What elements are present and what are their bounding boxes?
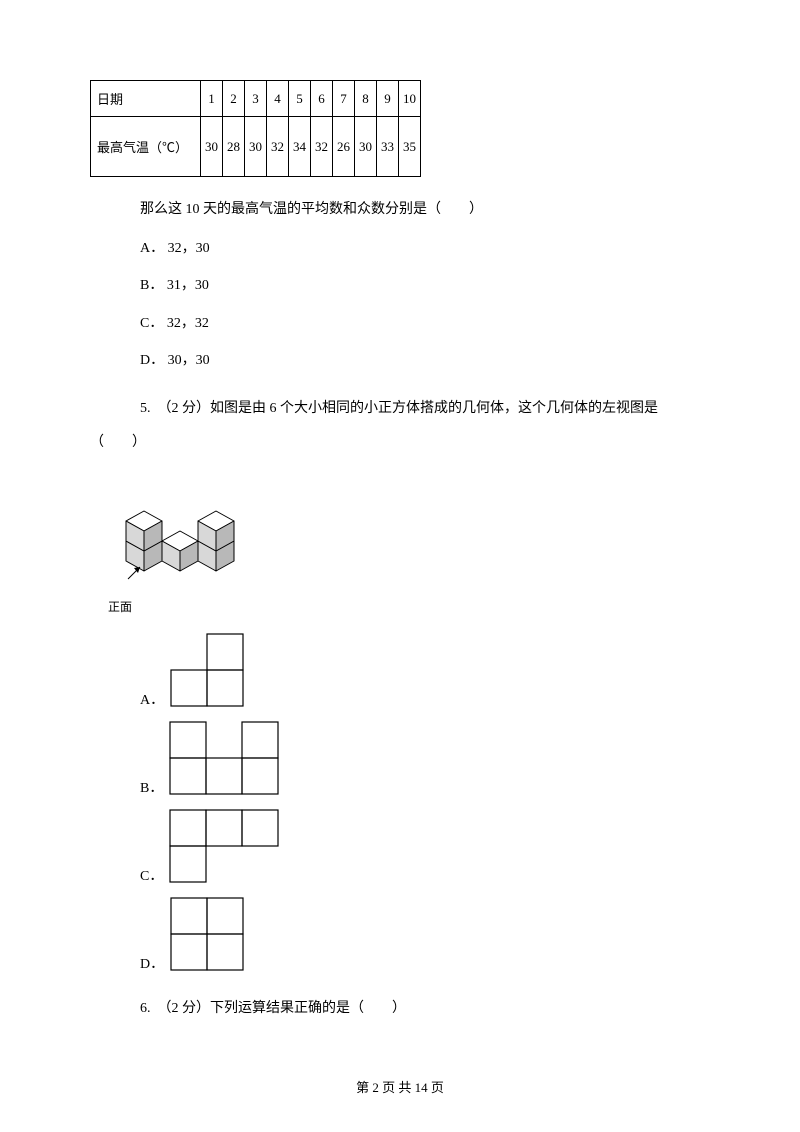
table-cell: 7 xyxy=(333,81,355,117)
front-label: 正面 xyxy=(108,598,710,615)
question-5-paren: （ ） xyxy=(90,431,710,451)
table-cell: 1 xyxy=(201,81,223,117)
table-row: 最高气温（℃） 30 28 30 32 34 32 26 30 33 35 xyxy=(91,117,421,177)
table-cell: 4 xyxy=(267,81,289,117)
table-cell: 30 xyxy=(355,117,377,177)
cube-figure: 正面 xyxy=(108,471,710,615)
table-cell: 26 xyxy=(333,117,355,177)
table-cell: 30 xyxy=(245,117,267,177)
cube-isometric-icon xyxy=(108,471,248,591)
table-cell: 8 xyxy=(355,81,377,117)
table-cell: 5 xyxy=(289,81,311,117)
option-c-label: C． xyxy=(140,865,163,885)
question-4-stem: 那么这 10 天的最高气温的平均数和众数分别是（ ） xyxy=(140,197,710,222)
grid-option-a-icon xyxy=(170,633,246,709)
table-cell: 32 xyxy=(311,117,333,177)
option-b-figure: B． xyxy=(140,721,710,797)
table-cell: 10 xyxy=(399,81,421,117)
table-cell: 30 xyxy=(201,117,223,177)
table-cell: 32 xyxy=(267,117,289,177)
question-6-stem: 6. （2 分）下列运算结果正确的是（ ） xyxy=(140,995,710,1023)
table-cell: 9 xyxy=(377,81,399,117)
option-b: B． 31，30 xyxy=(140,273,710,298)
table-cell: 35 xyxy=(399,117,421,177)
table-row: 日期 1 2 3 4 5 6 7 8 9 10 xyxy=(91,81,421,117)
option-d-figure: D． xyxy=(140,897,710,973)
grid-option-b-icon xyxy=(169,721,281,797)
option-d: D． 30，30 xyxy=(140,348,710,373)
option-b-label: B． xyxy=(140,777,163,797)
option-c: C． 32，32 xyxy=(140,311,710,336)
option-a-label: A． xyxy=(140,689,164,709)
table-cell: 33 xyxy=(377,117,399,177)
table-cell: 3 xyxy=(245,81,267,117)
temperature-table: 日期 1 2 3 4 5 6 7 8 9 10 最高气温（℃） 30 28 30… xyxy=(90,80,421,177)
grid-option-d-icon xyxy=(170,897,246,973)
table-cell: 6 xyxy=(311,81,333,117)
grid-option-c-icon xyxy=(169,809,281,885)
option-a-figure: A． xyxy=(140,633,710,709)
page-footer: 第 2 页 共 14 页 xyxy=(0,1077,800,1096)
option-d-label: D． xyxy=(140,953,164,973)
row-label: 最高气温（℃） xyxy=(91,117,201,177)
option-c-figure: C． xyxy=(140,809,710,885)
row-label: 日期 xyxy=(91,81,201,117)
table-cell: 2 xyxy=(223,81,245,117)
table-cell: 34 xyxy=(289,117,311,177)
option-a: A． 32，30 xyxy=(140,236,710,261)
question-5-stem: 5. （2 分）如图是由 6 个大小相同的小正方体搭成的几何体，这个几何体的左视… xyxy=(140,395,710,423)
table-cell: 28 xyxy=(223,117,245,177)
